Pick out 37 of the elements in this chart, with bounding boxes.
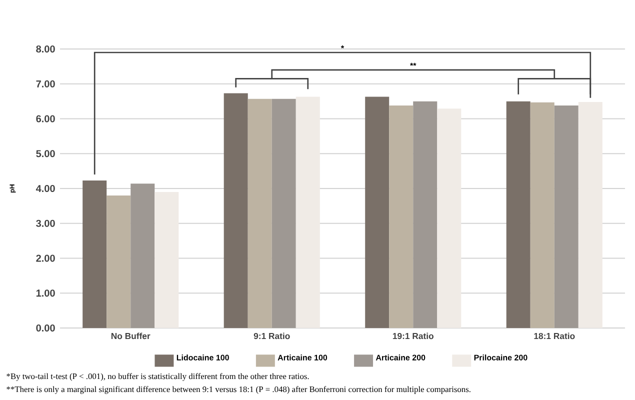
y-tick-label: 5.00	[36, 150, 55, 158]
annotation: **	[410, 62, 416, 66]
bar	[506, 101, 530, 328]
y-tick-label: 4.00	[36, 184, 55, 192]
y-tick-label: 0.00	[36, 324, 55, 332]
bar	[272, 98, 296, 328]
y-tick-label: 3.00	[36, 220, 55, 227]
x-tick-label: 18:1 Ratio	[534, 332, 575, 340]
bar	[578, 102, 602, 328]
bar	[82, 180, 107, 328]
legend-label: Lidocaine 100	[176, 354, 229, 360]
text: *	[340, 45, 344, 48]
bar	[389, 106, 414, 328]
bar	[296, 96, 320, 328]
y-tick-label: 1.00	[36, 290, 55, 297]
x-tick-label: 19:1 Ratio	[392, 332, 434, 340]
bar	[106, 195, 131, 328]
y-tick-label: 6.00	[36, 115, 55, 122]
legend-label: Prilocaine 200	[474, 354, 528, 360]
x-tick-label: No Buffer	[111, 332, 150, 340]
bar	[530, 102, 554, 328]
x-tick-label: 9:1 Ratio	[254, 332, 290, 340]
legend-label: Articaine 200	[376, 354, 426, 360]
bar	[365, 96, 390, 328]
y-tick-label: 8.00	[36, 45, 55, 53]
bar	[413, 101, 438, 328]
text: *By two-tail t-test (P < .001), no buffer is statistically different from the other three ratios.	[6, 373, 309, 381]
bar	[154, 192, 179, 328]
text: **There is only a marginal significant difference between 9:1 versus 18:1 (P = .048) after Bonferroni correction for multiple comparisons.	[6, 386, 470, 394]
bar	[130, 184, 155, 328]
bar	[248, 98, 272, 328]
y-tick-label: 2.00	[36, 254, 55, 262]
legend-label: Articaine 100	[278, 354, 328, 360]
bar	[224, 93, 248, 328]
bar	[437, 108, 462, 328]
y-tick-label: 7.00	[36, 80, 55, 88]
bar	[554, 106, 578, 328]
